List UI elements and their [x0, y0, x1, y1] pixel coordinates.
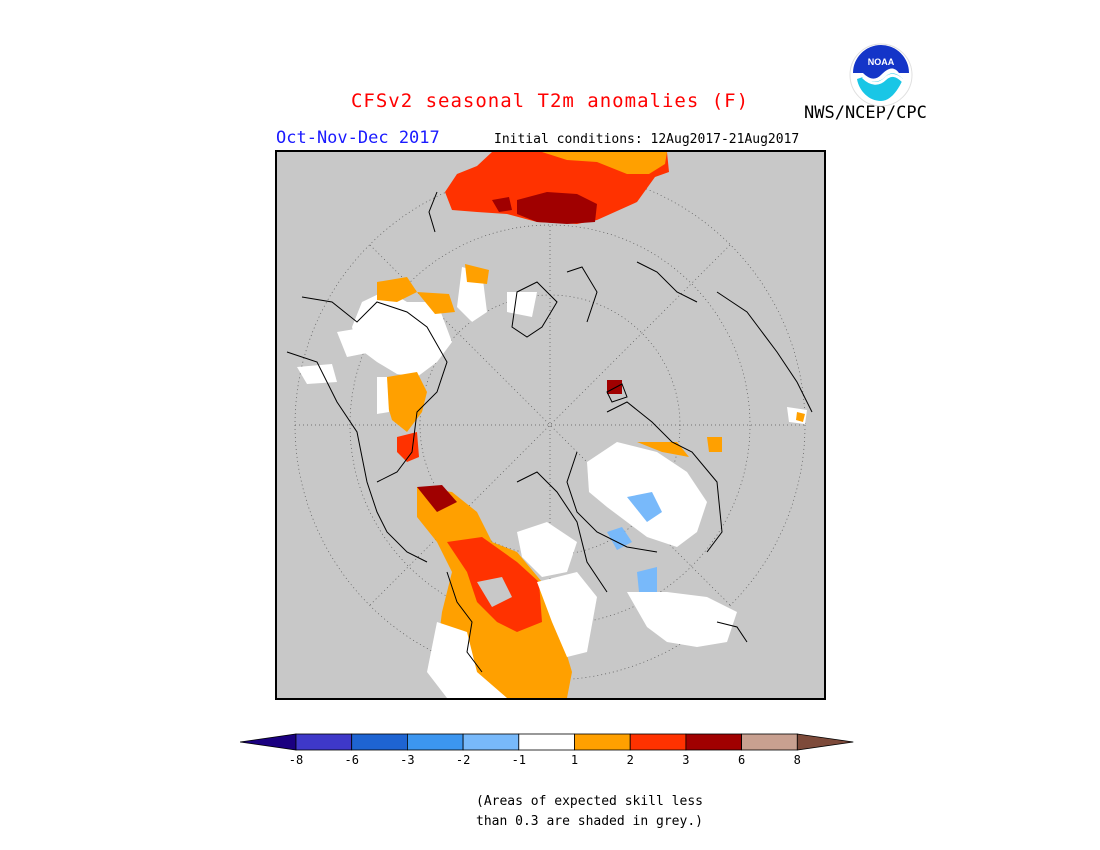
colorbar-arrow-low	[240, 733, 297, 751]
colorbar-box	[518, 733, 575, 751]
colorbar-tick-label: -2	[456, 753, 470, 767]
greenland-anomalies	[587, 380, 807, 647]
polar-projection	[286, 152, 813, 698]
skill-note: (Areas of expected skill less than 0.3 a…	[476, 792, 703, 832]
colorbar-box	[629, 733, 687, 751]
colorbar-tick-label: -3	[400, 753, 414, 767]
anomaly-map	[275, 150, 826, 700]
colorbar-box	[295, 733, 353, 751]
colorbar-box	[741, 733, 798, 751]
colorbar-tick-label: 1	[571, 753, 578, 767]
agency-label: NWS/NCEP/CPC	[804, 103, 927, 123]
logo-text: NOAA	[868, 57, 895, 67]
chart-title: CFSv2 seasonal T2m anomalies (F)	[350, 90, 750, 112]
colorbar: -8 -6 -3 -2 -1 1 2 3 6 8	[240, 733, 854, 767]
skill-note-line-1: (Areas of expected skill less	[476, 794, 703, 809]
colorbar-box	[462, 733, 520, 751]
colorbar-tick-label: -8	[289, 753, 303, 767]
noaa-logo-icon: NOAA	[849, 43, 913, 107]
colorbar-box	[574, 733, 631, 751]
colorbar-tick-label: 3	[682, 753, 689, 767]
colorbar-tick-label: 6	[738, 753, 745, 767]
colorbar-box	[351, 733, 408, 751]
colorbar-tick-label: 8	[794, 753, 801, 767]
asia-anomalies	[297, 264, 537, 462]
coastlines	[286, 191, 813, 673]
colorbar-tick-label: 2	[627, 753, 634, 767]
colorbar-arrow-high	[796, 733, 854, 751]
colorbar-box	[685, 733, 742, 751]
colorbar-tick-label: -6	[344, 753, 358, 767]
initial-conditions-label: Initial conditions: 12Aug2017-21Aug2017	[494, 132, 800, 147]
skill-note-line-2: than 0.3 are shaded in grey.)	[476, 814, 703, 829]
eurasia-anomalies	[445, 152, 669, 224]
north-america-anomalies	[417, 485, 597, 698]
colorbar-box	[406, 733, 464, 751]
season-label: Oct-Nov-Dec 2017	[276, 128, 440, 148]
colorbar-tick-label: -1	[512, 753, 526, 767]
